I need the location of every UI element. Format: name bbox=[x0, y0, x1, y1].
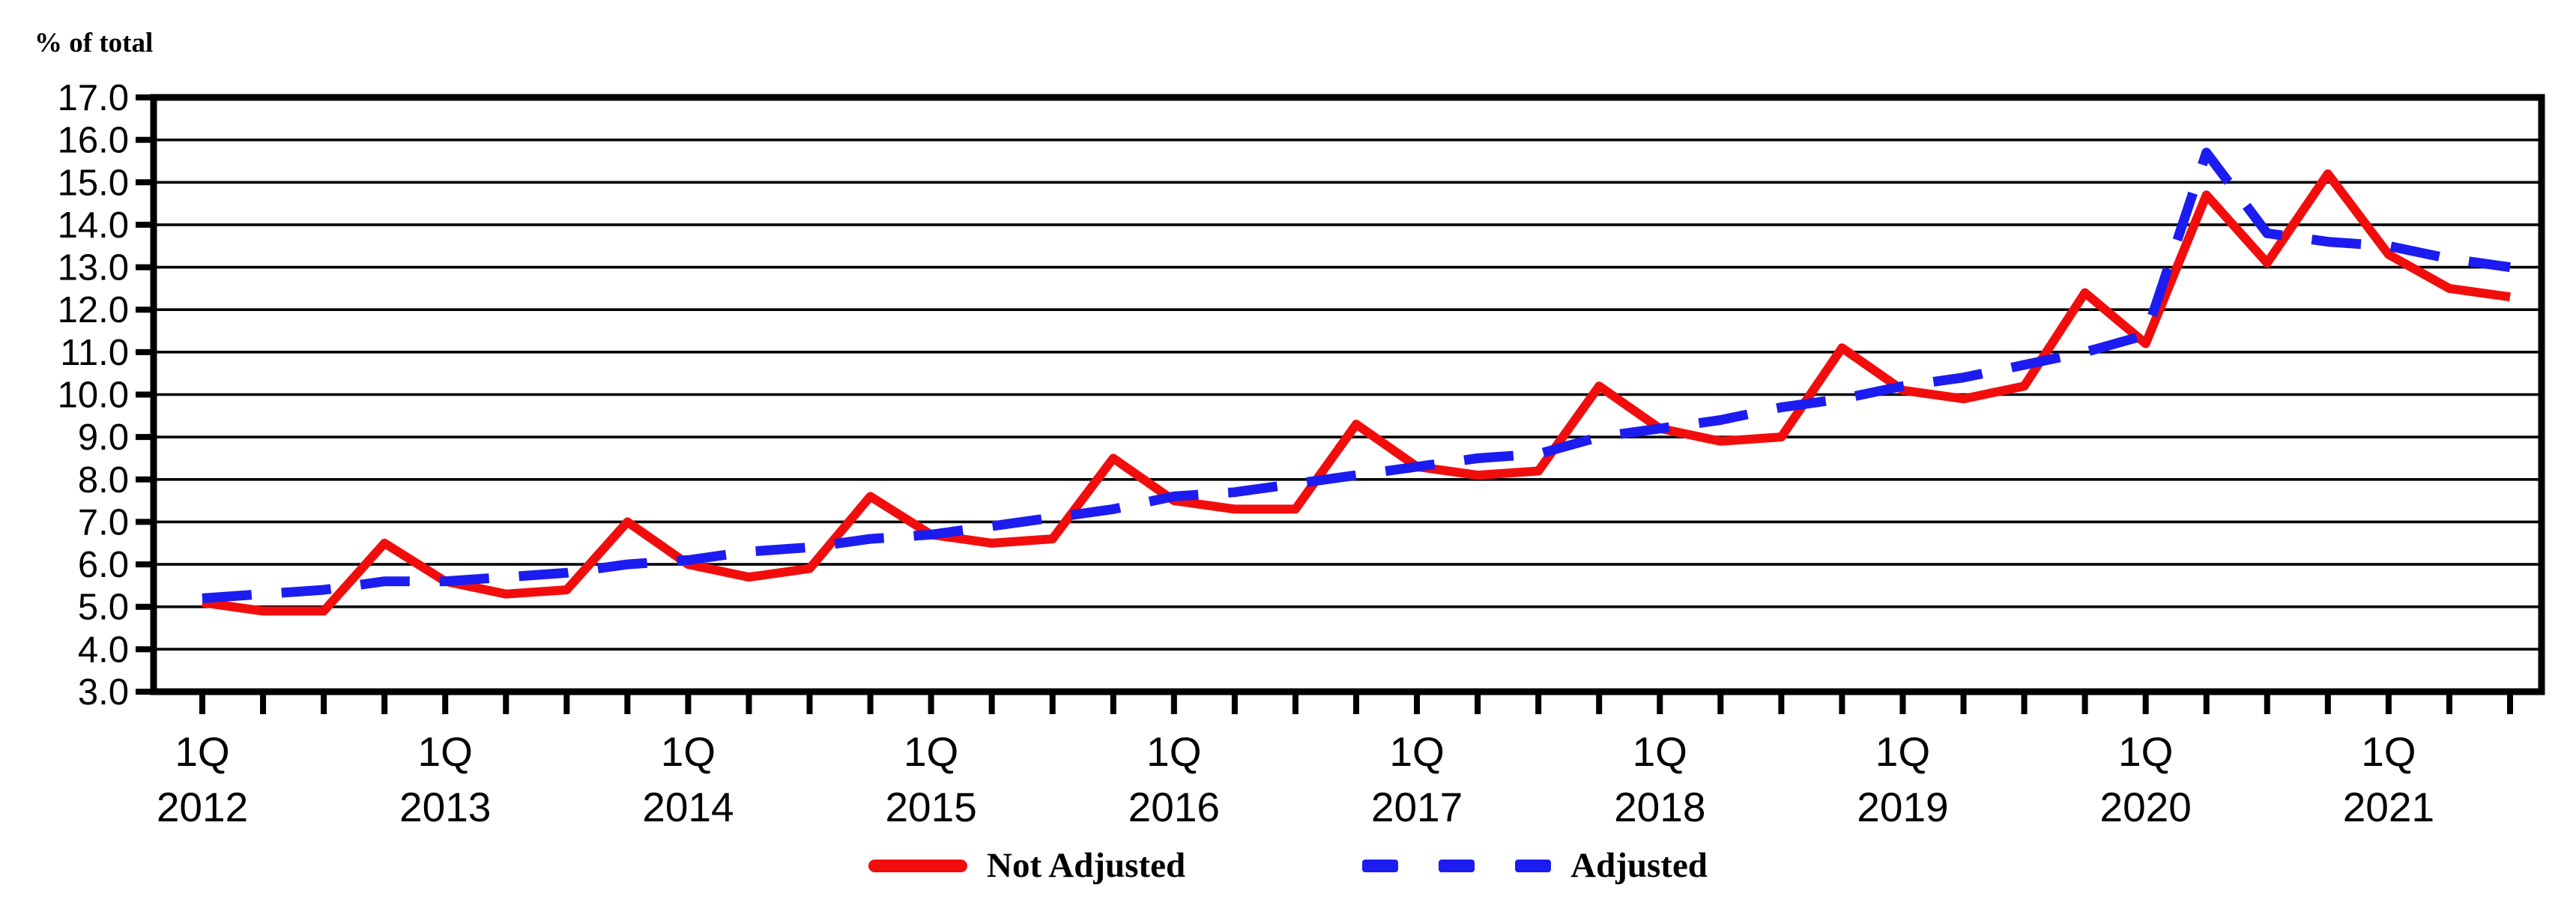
y-tick-label: 13.0 bbox=[58, 248, 129, 289]
y-tick-label: 10.0 bbox=[58, 375, 129, 416]
x-tick-label-quarter: 1Q bbox=[1389, 728, 1444, 775]
y-tick-label: 14.0 bbox=[58, 205, 129, 246]
x-tick-label-quarter: 1Q bbox=[2361, 728, 2416, 775]
y-tick-label: 9.0 bbox=[78, 417, 129, 458]
y-tick-label: 17.0 bbox=[58, 78, 129, 118]
x-tick-label-quarter: 1Q bbox=[175, 728, 229, 775]
x-tick-label-year: 2019 bbox=[1857, 784, 1948, 830]
legend: Not Adjusted Adjusted bbox=[0, 845, 2576, 886]
x-tick-label-year: 2016 bbox=[1128, 784, 1220, 830]
y-tick-label: 4.0 bbox=[78, 629, 129, 670]
x-tick-label-year: 2014 bbox=[642, 784, 734, 830]
dash-segment-icon bbox=[1362, 859, 1399, 872]
x-tick-label-quarter: 1Q bbox=[1875, 728, 1930, 775]
x-tick-label-year: 2018 bbox=[1614, 784, 1705, 830]
y-tick-label: 12.0 bbox=[58, 290, 129, 330]
y-tick-label: 7.0 bbox=[78, 502, 129, 543]
y-tick-label: 6.0 bbox=[78, 545, 129, 585]
y-tick-label: 11.0 bbox=[60, 333, 129, 373]
x-tick-label-year: 2015 bbox=[885, 784, 976, 830]
series-line-not-adjusted bbox=[202, 169, 2511, 616]
y-tick-label: 16.0 bbox=[58, 121, 129, 161]
x-tick-label-year: 2020 bbox=[2100, 784, 2192, 830]
legend-label-adjusted: Adjusted bbox=[1570, 846, 1708, 885]
x-tick-label-year: 2017 bbox=[1371, 784, 1463, 830]
dash-segment-icon bbox=[1439, 859, 1475, 872]
x-tick-label-year: 2021 bbox=[2343, 784, 2434, 830]
y-tick-label: 3.0 bbox=[78, 672, 129, 713]
legend-label-not-adjusted: Not Adjusted bbox=[987, 846, 1186, 885]
y-tick-label: 15.0 bbox=[58, 163, 129, 203]
y-tick-label: 5.0 bbox=[78, 588, 129, 628]
x-tick-label-quarter: 1Q bbox=[1146, 728, 1201, 775]
x-tick-label-quarter: 1Q bbox=[661, 728, 716, 775]
not-adjusted-line-swatch-icon bbox=[868, 859, 968, 872]
y-axis-title: % of total bbox=[34, 28, 154, 58]
dash-segment-icon bbox=[1515, 859, 1552, 872]
x-tick-label-year: 2013 bbox=[399, 784, 491, 830]
adjusted-dashed-line-swatch-icon bbox=[1362, 859, 1552, 872]
series-line-adjusted bbox=[202, 148, 2511, 603]
x-tick-label-quarter: 1Q bbox=[2118, 728, 2173, 775]
y-tick-label: 8.0 bbox=[78, 460, 129, 501]
x-tick-label-quarter: 1Q bbox=[904, 728, 958, 775]
x-tick-label-quarter: 1Q bbox=[1633, 728, 1687, 775]
x-tick-label-year: 2012 bbox=[157, 784, 248, 830]
x-tick-label-quarter: 1Q bbox=[418, 728, 473, 775]
plot-border bbox=[150, 94, 2545, 695]
